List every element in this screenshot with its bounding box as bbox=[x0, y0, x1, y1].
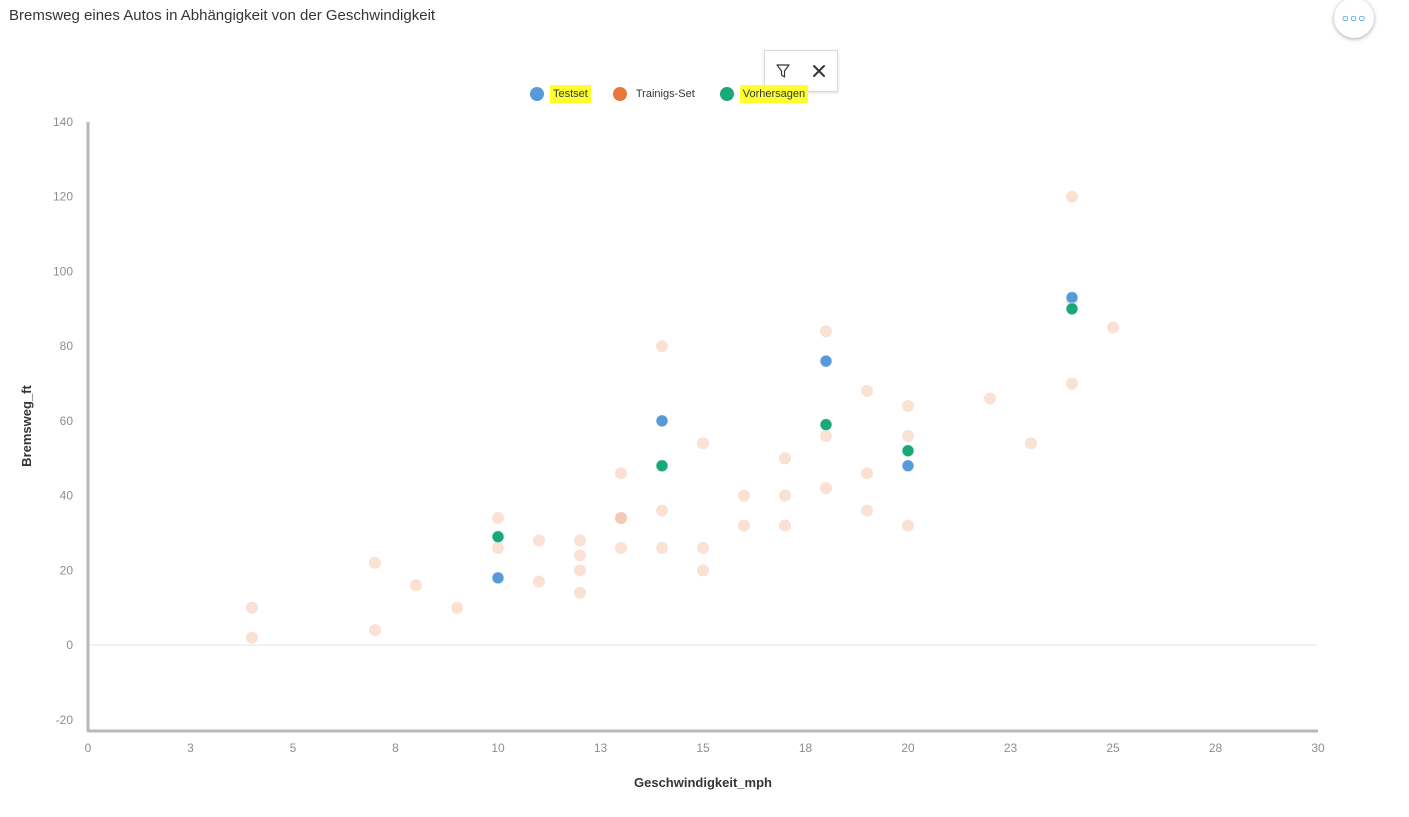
data-point[interactable] bbox=[820, 482, 832, 495]
x-axis-label: Geschwindigkeit_mph bbox=[634, 775, 772, 790]
data-point[interactable] bbox=[819, 354, 833, 368]
x-tick-label: 10 bbox=[491, 741, 505, 755]
data-point[interactable] bbox=[820, 325, 832, 338]
series-testset bbox=[491, 291, 1079, 585]
data-point[interactable] bbox=[574, 549, 586, 562]
x-tick-label: 3 bbox=[187, 741, 194, 755]
data-point[interactable] bbox=[697, 437, 709, 450]
y-tick-label: 40 bbox=[60, 489, 74, 503]
data-point[interactable] bbox=[615, 541, 627, 554]
y-tick-label: -20 bbox=[56, 713, 74, 727]
y-tick-label: 120 bbox=[53, 190, 73, 204]
data-point[interactable] bbox=[492, 512, 504, 525]
data-point[interactable] bbox=[861, 504, 873, 517]
data-point[interactable] bbox=[655, 459, 669, 473]
data-point[interactable] bbox=[902, 399, 914, 412]
data-point[interactable] bbox=[492, 541, 504, 554]
more-icon: ○○○ bbox=[1341, 11, 1367, 25]
x-tick-label: 28 bbox=[1209, 741, 1223, 755]
data-point[interactable] bbox=[369, 556, 381, 569]
data-point[interactable] bbox=[574, 586, 586, 599]
data-point[interactable] bbox=[491, 530, 505, 544]
y-tick-label: 20 bbox=[60, 563, 74, 577]
y-tick-label: 0 bbox=[66, 638, 73, 652]
data-point[interactable] bbox=[655, 414, 669, 428]
data-point[interactable] bbox=[615, 467, 627, 480]
data-point[interactable] bbox=[656, 541, 668, 554]
data-point[interactable] bbox=[738, 489, 750, 502]
data-point[interactable] bbox=[615, 512, 627, 525]
y-tick-label: 80 bbox=[60, 339, 74, 353]
y-tick-label: 100 bbox=[53, 264, 73, 278]
y-axis-label: Bremsweg_ft bbox=[19, 385, 34, 467]
series-trainigs-set bbox=[246, 190, 1119, 644]
data-point[interactable] bbox=[984, 392, 996, 405]
data-point[interactable] bbox=[738, 519, 750, 532]
series-vorhersagen bbox=[491, 302, 1079, 544]
data-point[interactable] bbox=[1065, 291, 1079, 305]
data-point[interactable] bbox=[410, 579, 422, 592]
data-point[interactable] bbox=[901, 459, 915, 473]
x-tick-label: 25 bbox=[1106, 741, 1120, 755]
x-tick-label: 18 bbox=[799, 741, 813, 755]
data-point[interactable] bbox=[656, 340, 668, 353]
data-point[interactable] bbox=[901, 444, 915, 458]
data-point[interactable] bbox=[697, 541, 709, 554]
x-tick-label: 8 bbox=[392, 741, 399, 755]
legend-item[interactable]: Vorhersagen bbox=[719, 85, 809, 103]
x-tick-label: 20 bbox=[901, 741, 915, 755]
data-point[interactable] bbox=[902, 429, 914, 442]
data-point[interactable] bbox=[615, 512, 627, 525]
data-point[interactable] bbox=[246, 601, 258, 614]
data-point[interactable] bbox=[1107, 321, 1119, 334]
data-point[interactable] bbox=[491, 571, 505, 585]
legend-label: Vorhersagen bbox=[739, 85, 809, 103]
x-tick-label: 30 bbox=[1311, 741, 1325, 755]
data-point[interactable] bbox=[533, 575, 545, 588]
x-tick-label: 15 bbox=[696, 741, 710, 755]
x-tick-label: 0 bbox=[85, 741, 92, 755]
data-point[interactable] bbox=[1065, 302, 1079, 316]
data-point[interactable] bbox=[779, 519, 791, 532]
chart-title: Bremsweg eines Autos in Abhängigkeit von… bbox=[9, 7, 436, 24]
y-tick-label: 60 bbox=[60, 414, 74, 428]
y-tick-label: 140 bbox=[53, 115, 73, 129]
legend-item[interactable]: Trainigs-Set bbox=[612, 85, 698, 103]
data-point[interactable] bbox=[1025, 437, 1037, 450]
legend-swatch bbox=[530, 87, 544, 101]
data-point[interactable] bbox=[697, 564, 709, 577]
data-point[interactable] bbox=[902, 519, 914, 532]
data-point[interactable] bbox=[1066, 377, 1078, 390]
chart-legend: Testset Trainigs-Set Vorhersagen bbox=[530, 82, 830, 106]
data-point[interactable] bbox=[861, 385, 873, 398]
legend-item[interactable]: Testset bbox=[530, 85, 591, 103]
legend-swatch bbox=[612, 87, 627, 101]
close-icon bbox=[813, 65, 825, 77]
data-point[interactable] bbox=[246, 631, 258, 644]
data-point[interactable] bbox=[1066, 190, 1078, 203]
filter-icon bbox=[776, 64, 790, 78]
legend-swatch bbox=[719, 87, 734, 101]
data-point[interactable] bbox=[819, 418, 833, 432]
data-point[interactable] bbox=[656, 504, 668, 517]
filter-button[interactable] bbox=[771, 59, 795, 83]
data-point[interactable] bbox=[574, 534, 586, 547]
data-point[interactable] bbox=[369, 624, 381, 637]
data-point[interactable] bbox=[574, 564, 586, 577]
more-options-button[interactable]: ○○○ bbox=[1334, 0, 1374, 38]
legend-label: Testset bbox=[550, 85, 591, 103]
x-tick-label: 13 bbox=[594, 741, 608, 755]
data-point[interactable] bbox=[861, 467, 873, 480]
data-point[interactable] bbox=[820, 429, 832, 442]
x-tick-label: 5 bbox=[290, 741, 297, 755]
data-point[interactable] bbox=[533, 534, 545, 547]
data-point[interactable] bbox=[451, 601, 463, 614]
data-point[interactable] bbox=[779, 452, 791, 465]
x-tick-label: 23 bbox=[1004, 741, 1018, 755]
legend-label: Trainigs-Set bbox=[635, 88, 695, 100]
data-point[interactable] bbox=[779, 489, 791, 502]
close-button[interactable] bbox=[807, 59, 831, 83]
